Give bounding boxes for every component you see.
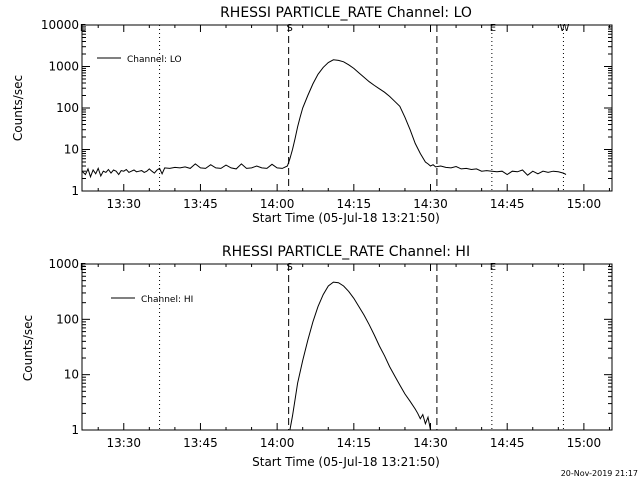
x-tick-label-hi: 15:00	[567, 436, 602, 450]
time-marker-label-lo: S	[286, 23, 292, 34]
x-tick-label-hi: 14:45	[490, 436, 525, 450]
x-tick-label-lo: 14:45	[490, 197, 525, 211]
panel-hi: RHESSI PARTICLE_RATE Channel: HI 13:30 13…	[21, 244, 613, 469]
x-axis-lo: 13:30 13:45 14:00 14:15 14:30 14:45 15:00	[97, 25, 610, 211]
chart-title-lo: RHESSI PARTICLE_RATE Channel: LO	[220, 5, 472, 21]
x-tick-label-hi: 13:45	[183, 436, 218, 450]
y-tick-label-hi: 10	[64, 368, 79, 382]
x-tick-label-lo: 14:00	[260, 197, 295, 211]
time-marker-label-hi: S	[286, 262, 292, 273]
y-tick-label-lo: 1	[71, 184, 79, 198]
y-tick-label-hi: 100	[56, 312, 79, 326]
series-group-lo	[81, 59, 567, 179]
plot-frame-lo	[81, 24, 613, 192]
x-tick-label-lo: 14:15	[337, 197, 372, 211]
time-marker-label-lo: E	[490, 23, 496, 34]
time-marker-label-hi: E	[490, 262, 496, 273]
x-tick-label-hi: 13:30	[106, 436, 141, 450]
y-axis-hi: 1 10 100 1000	[48, 257, 612, 437]
x-tick-label-hi: 14:30	[413, 436, 448, 450]
legend-lo: Channel: LO	[97, 55, 182, 65]
x-tick-label-lo: 14:30	[413, 197, 448, 211]
time-marker-label-lo: W	[559, 23, 569, 34]
series-group-hi	[289, 281, 431, 431]
series-line-hi	[289, 281, 431, 431]
x-axis-hi: 13:30 13:45 14:00 14:15 14:30 14:45 15:00	[97, 264, 610, 450]
panel-lo: RHESSI PARTICLE_RATE Channel: LO 13:30 13…	[11, 5, 613, 225]
x-axis-title-lo: Start Time (05-Jul-18 13:21:50)	[252, 211, 440, 225]
chart-title-hi: RHESSI PARTICLE_RATE Channel: HI	[222, 244, 470, 260]
x-axis-title-hi: Start Time (05-Jul-18 13:21:50)	[252, 455, 440, 469]
y-tick-label-lo: 10	[64, 143, 79, 157]
x-tick-label-hi: 14:00	[260, 436, 295, 450]
footer-timestamp: 20-Nov-2019 21:17	[561, 469, 638, 478]
time-marker-label-lo: E	[80, 23, 86, 34]
y-tick-label-lo: 10000	[41, 18, 79, 32]
y-axis-title-hi: Counts/sec	[21, 315, 35, 381]
y-tick-label-hi: 1	[71, 423, 79, 437]
x-tick-label-lo: 15:00	[567, 197, 602, 211]
series-line-lo	[81, 59, 567, 179]
y-axis-lo: 1 10 100 1000 10000	[41, 18, 612, 198]
plot-frame-hi	[81, 263, 613, 431]
time-marker-label-hi: E	[80, 262, 86, 273]
legend-label-hi: Channel: HI	[141, 295, 193, 305]
y-axis-title-lo: Counts/sec	[11, 75, 25, 141]
x-tick-label-lo: 13:45	[183, 197, 218, 211]
y-tick-label-hi: 1000	[48, 257, 79, 271]
y-tick-label-lo: 1000	[48, 60, 79, 74]
legend-hi: Channel: HI	[111, 295, 193, 305]
x-tick-label-hi: 14:15	[337, 436, 372, 450]
legend-label-lo: Channel: LO	[127, 55, 182, 65]
x-tick-label-lo: 13:30	[106, 197, 141, 211]
y-tick-label-lo: 100	[56, 101, 79, 115]
